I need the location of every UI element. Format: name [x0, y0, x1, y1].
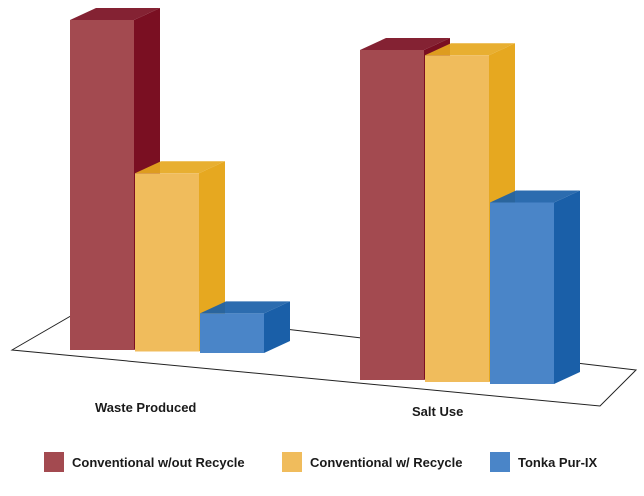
bar-waste-produced-conventional-w-out-recycle-top [70, 8, 160, 20]
legend: Conventional w/out Recycle Conventional … [0, 452, 644, 482]
bar-salt-use-conventional-w-recycle-front [425, 55, 489, 383]
bars-layer [70, 8, 580, 384]
legend-swatch [282, 452, 302, 472]
bar-waste-produced-conventional-w-recycle [135, 161, 225, 352]
bar-waste-produced-tonka-pur-ix-top [200, 301, 290, 314]
bar-salt-use-tonka-pur-ix-front [490, 202, 554, 384]
bar-salt-use-tonka-pur-ix-top [490, 190, 580, 203]
legend-swatch [44, 452, 64, 472]
bar-waste-produced-conventional-w-recycle-front [135, 173, 199, 352]
category-label-waste-produced: Waste Produced [95, 400, 196, 415]
bar-salt-use-conventional-w-out-recycle-top [360, 38, 450, 50]
bar-salt-use-tonka-pur-ix [490, 190, 580, 384]
legend-item-tonka-pur-ix: Tonka Pur-IX [490, 452, 597, 472]
chart-floor [10, 305, 638, 407]
category-label-salt-use: Salt Use [412, 404, 463, 419]
legend-item-conventional-with-recycle: Conventional w/ Recycle [282, 452, 462, 472]
bar-salt-use-conventional-w-recycle-top [425, 43, 515, 56]
legend-label: Conventional w/out Recycle [72, 454, 245, 470]
chart-plot: Waste Produced Salt Use [10, 8, 638, 419]
bar-waste-produced-conventional-w-recycle-side [199, 161, 225, 352]
bar-salt-use-tonka-pur-ix-side [554, 190, 580, 384]
bar-waste-produced-tonka-pur-ix-side [264, 301, 290, 353]
legend-swatch [490, 452, 510, 472]
bar-waste-produced-tonka-pur-ix-front [200, 313, 264, 353]
legend-item-conventional-without-recycle: Conventional w/out Recycle [44, 452, 245, 472]
bar-waste-produced-conventional-w-out-recycle-front [70, 20, 134, 350]
bar-waste-produced-tonka-pur-ix [200, 301, 290, 353]
legend-label: Tonka Pur-IX [518, 454, 598, 470]
bar-salt-use-conventional-w-out-recycle-front [360, 50, 424, 380]
legend-label: Conventional w/ Recycle [310, 454, 463, 470]
bar-waste-produced-conventional-w-recycle-top [135, 161, 225, 174]
